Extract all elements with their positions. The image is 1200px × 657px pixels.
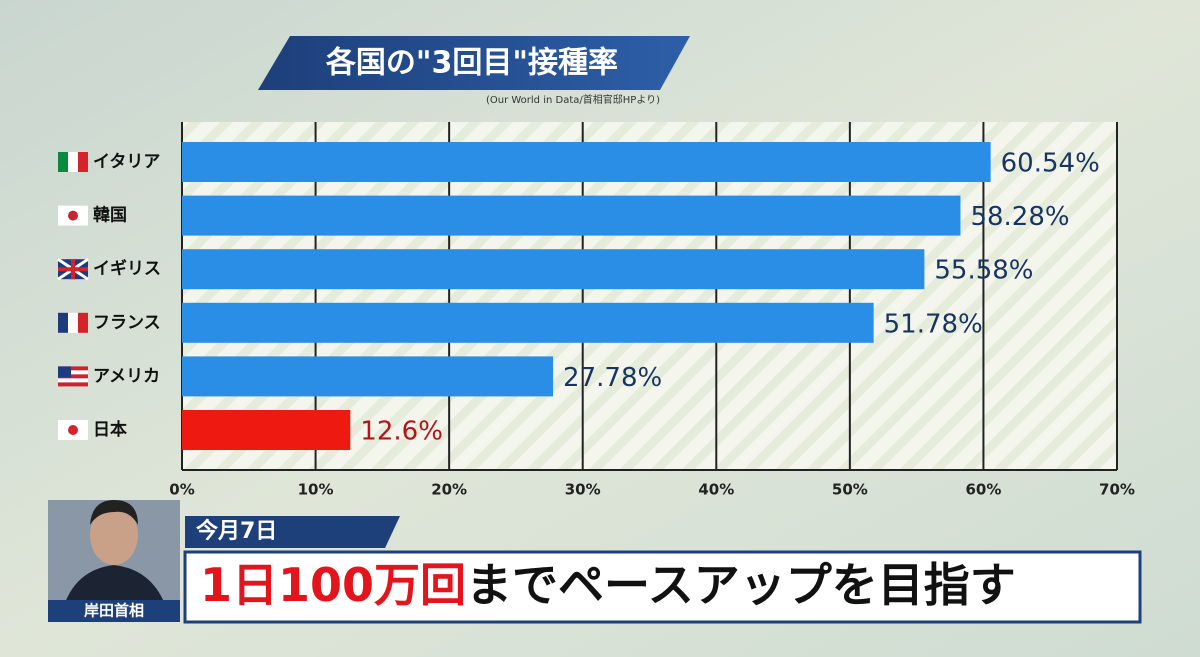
value-label: 12.6%	[360, 417, 443, 447]
caption-box	[183, 550, 1142, 624]
x-tick-label: 40%	[698, 481, 734, 499]
value-label: 51.78%	[884, 309, 983, 339]
flag	[78, 312, 88, 333]
caption-rest: までペースアップを目指す	[466, 558, 1016, 612]
y-tick-label: アメリカ	[93, 366, 160, 386]
flag	[58, 374, 88, 379]
y-tick-label: フランス	[93, 313, 161, 333]
flag	[68, 312, 78, 333]
x-tick-label: 10%	[298, 481, 334, 499]
bar	[182, 142, 991, 182]
date-tag	[185, 516, 400, 548]
source: (Our World in Data/首相官邸HPより)	[486, 93, 660, 106]
x-tick-label: 30%	[565, 481, 601, 499]
x-tick-label: 60%	[965, 481, 1001, 499]
x-tick-label: 70%	[1099, 481, 1135, 499]
bar	[182, 302, 874, 343]
x-tick-label: 50%	[832, 481, 868, 499]
chart-title: 各国の"3回目"接種率	[325, 46, 618, 81]
y-tick-label: 韓国	[93, 205, 127, 226]
bar	[182, 356, 554, 397]
x-tick-label: 20%	[431, 481, 467, 499]
flag	[58, 382, 88, 387]
bar	[182, 410, 351, 450]
flag	[58, 370, 88, 375]
flag	[68, 152, 78, 172]
value-label: 60.54%	[1001, 149, 1100, 179]
flag	[58, 366, 71, 378]
value-label: 27.78%	[563, 363, 662, 393]
flag	[78, 152, 88, 172]
value-label: 55.58%	[934, 256, 1033, 286]
value-label: 58.28%	[970, 202, 1069, 232]
bar	[182, 249, 925, 290]
flag	[58, 259, 88, 280]
caption-date: 今月7日	[196, 518, 277, 544]
speaker-name: 岸田首相	[84, 602, 144, 620]
title-banner	[258, 36, 690, 90]
flag	[58, 152, 68, 172]
y-tick-label: イタリア	[93, 152, 160, 172]
speaker-photo: 岸田首相	[48, 500, 180, 622]
bar	[182, 195, 961, 236]
x-tick-label: 0%	[169, 481, 194, 499]
flag	[58, 378, 88, 383]
y-tick-label: 日本	[93, 419, 127, 440]
y-tick-label: イギリス	[93, 259, 161, 279]
caption-text: 1日100万回までペースアップを目指す	[200, 558, 1016, 612]
flag	[68, 425, 78, 435]
flag	[58, 366, 88, 371]
caption-highlight: 1日100万回	[200, 558, 466, 612]
flag	[58, 312, 68, 333]
flag	[68, 210, 78, 221]
